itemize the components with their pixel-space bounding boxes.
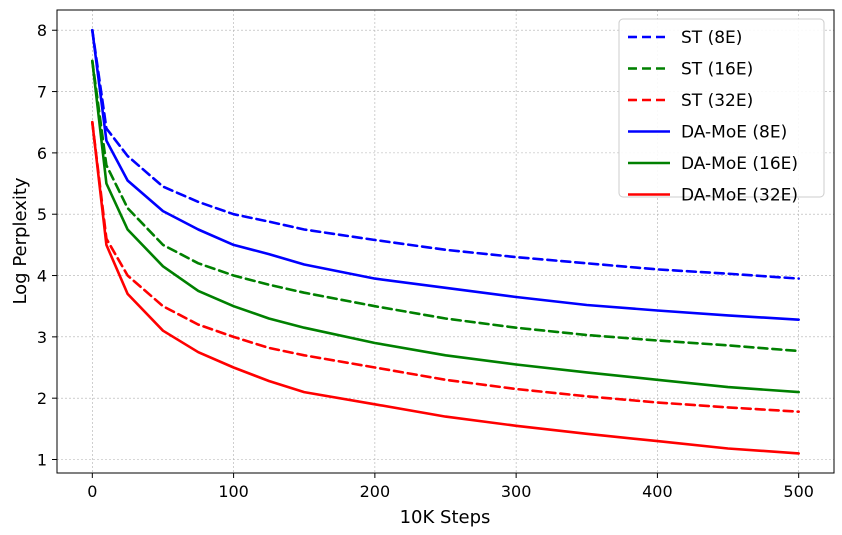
series-line-5 [91,120,801,455]
grid-lines [57,10,834,473]
legend-label: DA-MoE (8E) [681,123,787,143]
series-line-3 [91,28,801,322]
y-axis-title: Log Perplexity [10,177,31,304]
x-tick-label: 400 [642,482,673,501]
y-tick-label: 4 [37,267,47,286]
plot-frame [56,9,835,474]
legend: ST (8E) ST (16E) ST (32E) DA-MoE (8E) DA-MoE… [618,18,825,206]
legend-label: DA-MoE (16E) [681,154,798,174]
series-line-4 [91,59,801,394]
x-tick-label: 500 [783,482,814,501]
x-tick-label: 100 [218,482,249,501]
legend-label: ST (32E) [681,91,753,111]
series-line-1 [91,59,801,353]
y-tick-label: 1 [37,451,47,470]
y-tick-label: 8 [37,21,47,40]
x-tick-label: 0 [87,482,97,501]
y-tick-label: 7 [37,83,47,102]
x-tick-label: 300 [501,482,532,501]
y-tick-label: 3 [37,328,47,347]
y-tick-label: 5 [37,205,47,224]
x-axis-title: 10K Steps [400,507,491,528]
series-line-2 [91,120,801,414]
legend-label: ST (8E) [681,28,742,48]
axis-ticks: 0 100 200 300 400 500 1 2 3 4 5 6 7 8 [37,21,814,501]
y-tick-label: 2 [37,389,47,408]
x-tick-label: 200 [360,482,391,501]
series-line-0 [91,28,801,280]
legend-label: DA-MoE (32E) [681,186,798,206]
legend-label: ST (16E) [681,60,753,80]
series-lines [91,28,801,455]
legend-box [618,18,825,198]
y-tick-label: 6 [37,144,47,163]
